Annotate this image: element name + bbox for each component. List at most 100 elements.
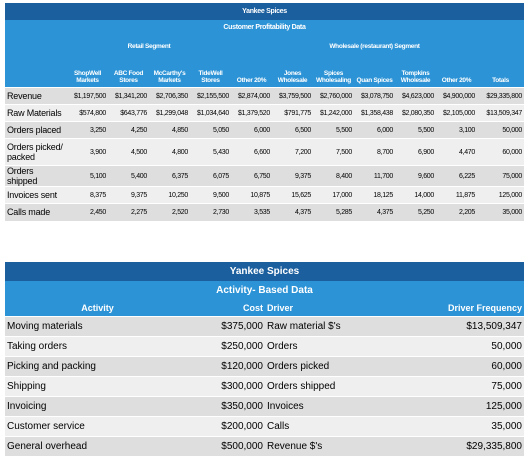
cell: 3,900 — [67, 138, 108, 166]
cell: Moving materials — [5, 316, 190, 337]
cell: 3,535 — [231, 203, 272, 221]
column-header: McCarthy's Markets — [153, 70, 186, 84]
cell: $1,299,048 — [149, 104, 190, 122]
cell: 17,000 — [313, 186, 354, 204]
cell: 4,470 — [436, 138, 477, 166]
cell: Orders — [265, 336, 405, 357]
blank — [5, 50, 67, 88]
cell: $200,000 — [190, 416, 265, 437]
cell: $29,335,800 — [405, 436, 524, 456]
cell: 3,100 — [436, 121, 477, 139]
data-row: Orders placed 3,250 4,250 4,850 5,050 6,000 6,… — [5, 121, 524, 139]
cell: $250,000 — [190, 336, 265, 357]
activity-based-table: Yankee Spices Activity- Based Data Activit… — [5, 262, 524, 456]
cell: 6,750 — [231, 165, 272, 187]
column-header: Activity — [81, 303, 114, 313]
column-header: Other 20% — [441, 77, 472, 84]
data-row: Shipping $300,000 Orders shipped 75,000 — [5, 376, 524, 397]
data-row: Raw Materials $574,800 $643,776 $1,299,048 $… — [5, 104, 524, 122]
title-row: Yankee Spices — [5, 3, 524, 20]
cell: 6,500 — [272, 121, 313, 139]
cell: 18,125 — [354, 186, 395, 204]
cell: 6,075 — [190, 165, 231, 187]
column-header: ShopWell Markets — [73, 70, 102, 84]
cell: Calls — [265, 416, 405, 437]
cell: $2,760,000 — [313, 87, 354, 105]
header-row: Activity Cost Driver Driver Frequency — [5, 300, 524, 317]
cell: Shipping — [5, 376, 190, 397]
cell: 11,875 — [436, 186, 477, 204]
cell: $791,775 — [272, 104, 313, 122]
cell: 6,000 — [231, 121, 272, 139]
cell: $3,078,750 — [354, 87, 395, 105]
cell: 4,250 — [108, 121, 149, 139]
row-label: Orders shipped — [5, 165, 67, 187]
column-header: ABC Food Stores — [113, 70, 144, 84]
cell: 5,050 — [190, 121, 231, 139]
cell: 6,375 — [149, 165, 190, 187]
cell: $2,706,350 — [149, 87, 190, 105]
column-header: Spices Wholesaling — [316, 70, 351, 84]
cell: 5,285 — [313, 203, 354, 221]
data-row: Orders picked/ packed 3,900 4,500 4,800 5,43… — [5, 138, 524, 166]
cell: 10,250 — [149, 186, 190, 204]
cell: $120,000 — [190, 356, 265, 377]
cell: 60,000 — [477, 138, 524, 166]
cell: 125,000 — [477, 186, 524, 204]
cell: 5,100 — [67, 165, 108, 187]
column-header: Tompkins Wholesale — [400, 70, 431, 84]
cell: 9,375 — [272, 165, 313, 187]
cell: $2,155,500 — [190, 87, 231, 105]
row-label: Revenue — [5, 87, 67, 105]
cell: 6,000 — [354, 121, 395, 139]
cell: 15,625 — [272, 186, 313, 204]
cell: $4,623,000 — [395, 87, 436, 105]
cell: 50,000 — [405, 336, 524, 357]
cell: 5,400 — [108, 165, 149, 187]
cell: $643,776 — [108, 104, 149, 122]
cell: $2,080,350 — [395, 104, 436, 122]
cell: 14,000 — [395, 186, 436, 204]
data-row: Invoices sent 8,375 9,375 10,250 9,500 10,875… — [5, 186, 524, 204]
cell: Invoices — [265, 396, 405, 417]
row-label: Invoices sent — [5, 186, 67, 204]
cell: 3,250 — [67, 121, 108, 139]
row-label: Orders placed — [5, 121, 67, 139]
cell: Revenue $'s — [265, 436, 405, 456]
table-subtitle: Activity- Based Data — [5, 281, 524, 300]
cell: 8,700 — [354, 138, 395, 166]
row-label: Orders picked/ packed — [5, 138, 67, 166]
cell: $1,341,200 — [108, 87, 149, 105]
column-header: Other 20% — [236, 77, 267, 84]
cell: 4,500 — [108, 138, 149, 166]
cell: 50,000 — [477, 121, 524, 139]
cell: Raw material $'s — [265, 316, 405, 337]
cell: 35,000 — [405, 416, 524, 437]
cell: 9,375 — [108, 186, 149, 204]
cell: 4,800 — [149, 138, 190, 166]
blank — [5, 34, 67, 50]
cell: 5,250 — [395, 203, 436, 221]
cell: 125,000 — [405, 396, 524, 417]
cell: 2,520 — [149, 203, 190, 221]
cell: 5,430 — [190, 138, 231, 166]
cell: 5,500 — [313, 121, 354, 139]
cell: 4,375 — [354, 203, 395, 221]
cell: Orders picked — [265, 356, 405, 377]
cell: General overhead — [5, 436, 190, 456]
column-header: Quan Spices — [356, 77, 393, 84]
table-subtitle: Customer Profitability Data — [5, 20, 524, 34]
cell: $2,874,000 — [231, 87, 272, 105]
row-label: Raw Materials — [5, 104, 67, 122]
segment-label: Retail Segment — [127, 43, 171, 50]
group-row: Retail Segment Wholesale (restaurant) Seg… — [5, 34, 524, 50]
cell: 11,700 — [354, 165, 395, 187]
data-row: Moving materials $375,000 Raw material $'s… — [5, 316, 524, 337]
data-row: General overhead $500,000 Revenue $'s $29,3… — [5, 436, 524, 456]
cell: 2,205 — [436, 203, 477, 221]
cell: 7,500 — [313, 138, 354, 166]
cell: 6,600 — [231, 138, 272, 166]
customer-table-wrap: Yankee Spices Customer Profitability Data… — [5, 3, 524, 221]
subtitle-row: Customer Profitability Data — [5, 20, 524, 34]
